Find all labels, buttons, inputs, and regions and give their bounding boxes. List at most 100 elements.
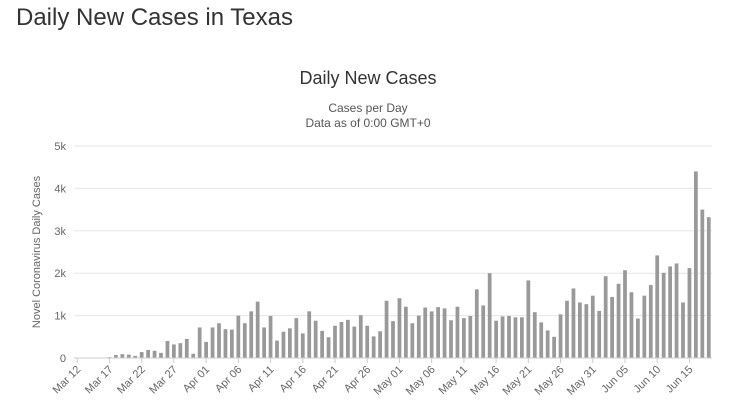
bar[interactable] [120,354,125,358]
y-tick-label: 3k [54,226,66,238]
bar[interactable] [184,338,189,358]
bar[interactable] [249,311,254,358]
bar[interactable] [694,171,698,358]
bar[interactable] [397,298,402,358]
bar[interactable] [288,328,292,358]
bar[interactable] [404,306,408,358]
bar[interactable] [578,302,582,358]
bar[interactable] [610,296,614,358]
bar[interactable] [146,349,150,358]
bar[interactable] [590,295,595,358]
x-tick-label: Mar 27 [147,364,180,397]
bar[interactable] [558,314,563,358]
bar[interactable] [204,341,208,358]
bar[interactable] [307,311,312,358]
bar[interactable] [384,300,389,358]
bar[interactable] [378,331,382,358]
bar[interactable] [326,337,331,358]
x-tick-label: May 21 [500,364,534,398]
bar[interactable] [139,352,144,358]
bar[interactable] [474,289,479,358]
bar[interactable] [300,333,305,358]
bar[interactable] [687,268,692,358]
bar[interactable] [442,308,447,358]
bar[interactable] [449,320,453,358]
bar[interactable] [333,325,337,358]
bar[interactable] [242,323,247,358]
bar[interactable] [159,352,163,358]
bar[interactable] [114,355,118,358]
bar[interactable] [655,255,660,358]
bar[interactable] [487,273,492,358]
bar[interactable] [223,329,228,358]
bar[interactable] [494,320,498,358]
bar[interactable] [648,285,653,358]
bar[interactable] [268,316,273,358]
bar[interactable] [126,354,131,358]
bar[interactable] [210,327,215,358]
bar[interactable] [294,318,299,358]
bar[interactable] [642,295,647,358]
bar[interactable] [565,300,569,358]
bar[interactable] [262,327,266,358]
bar[interactable] [133,355,138,358]
bar[interactable] [191,353,196,358]
bar[interactable] [410,323,415,358]
x-tick-label: May 26 [533,364,567,398]
bar[interactable] [178,343,183,358]
x-axis: Mar 12 Mar 17 Mar 22 Mar 27 Apr 01 Apr 06 Apr … [51,357,712,398]
bar[interactable] [532,312,537,358]
bar[interactable] [545,330,550,358]
bar[interactable] [603,276,608,358]
bar[interactable] [281,331,286,358]
bar[interactable] [429,311,434,358]
bar[interactable] [346,319,350,358]
bar[interactable] [481,305,486,358]
bar[interactable] [636,318,640,358]
bar[interactable] [236,315,241,358]
bar[interactable] [571,288,576,358]
bar[interactable] [500,316,505,358]
bar[interactable] [468,316,473,358]
bar[interactable] [391,321,395,358]
bar[interactable] [700,209,705,358]
bar[interactable] [275,340,279,358]
bar[interactable] [520,317,524,358]
bar[interactable] [152,350,157,358]
bar[interactable] [371,336,376,358]
bar[interactable] [217,323,221,358]
y-tick-label: 4k [54,183,66,195]
bar[interactable] [197,327,202,358]
bar[interactable] [358,315,363,358]
bar[interactable] [230,329,234,358]
bar[interactable] [320,330,324,358]
bar[interactable] [455,306,460,358]
bar[interactable] [255,301,260,358]
bar[interactable] [674,263,679,358]
bar[interactable] [462,318,466,358]
bar[interactable] [165,341,170,358]
bar[interactable] [507,316,511,358]
bar[interactable] [552,336,556,358]
bar[interactable] [661,272,666,358]
bar[interactable] [416,315,421,358]
bar[interactable] [365,325,370,358]
bar[interactable] [172,344,176,358]
bar[interactable] [339,321,344,358]
bar[interactable] [706,217,711,358]
bar[interactable] [513,317,518,358]
bar[interactable] [584,304,589,358]
bar[interactable] [616,283,621,358]
bar[interactable] [539,322,544,358]
bar[interactable] [668,266,672,358]
bar[interactable] [526,280,531,358]
bar[interactable] [681,302,685,358]
x-tick-label: Apr 11 [246,364,277,395]
bar[interactable] [597,310,602,358]
bar[interactable] [313,320,318,358]
bar[interactable] [352,326,357,358]
bar[interactable] [629,292,634,358]
bar[interactable] [623,270,627,358]
bar[interactable] [423,307,428,358]
bar[interactable] [436,307,440,358]
